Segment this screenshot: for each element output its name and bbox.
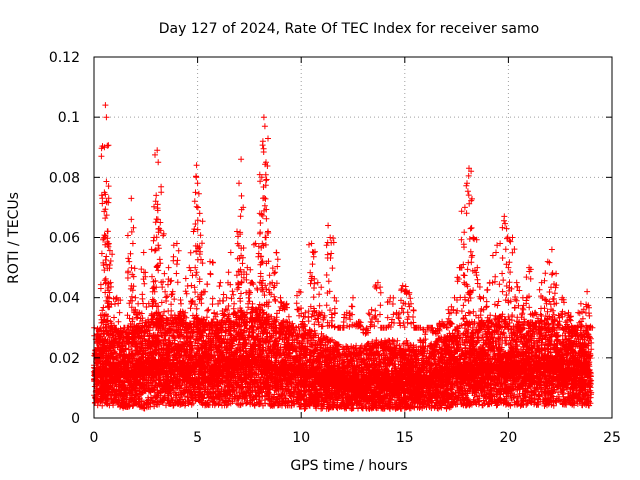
- data-points: [91, 102, 596, 412]
- x-tick-label: 10: [292, 430, 310, 446]
- roti-plus-markers: [91, 102, 596, 412]
- x-tick-label: 15: [396, 430, 414, 446]
- y-axis-label: ROTI / TECUs: [6, 192, 22, 284]
- y-tick-labels: 0 0.02 0.04 0.06 0.08 0.1 0.12: [49, 50, 80, 427]
- x-tick-labels: 0 5 10 15 20 25: [90, 430, 621, 446]
- x-tick-label: 5: [193, 430, 202, 446]
- y-tick-label: 0: [71, 411, 80, 427]
- y-tick-label: 0.02: [49, 351, 80, 367]
- x-axis-label: GPS time / hours: [290, 458, 407, 474]
- ticks: [93, 56, 613, 419]
- y-tick-label: 0.04: [49, 291, 80, 307]
- x-tick-label: 0: [90, 430, 99, 446]
- chart-title: Day 127 of 2024, Rate Of TEC Index for r…: [159, 21, 539, 37]
- y-tick-label: 0.1: [58, 110, 80, 126]
- x-tick-label: 25: [603, 430, 621, 446]
- x-tick-label: 20: [499, 430, 517, 446]
- y-tick-label: 0.12: [49, 50, 80, 66]
- y-tick-label: 0.08: [49, 170, 80, 186]
- y-tick-label: 0.06: [49, 231, 80, 247]
